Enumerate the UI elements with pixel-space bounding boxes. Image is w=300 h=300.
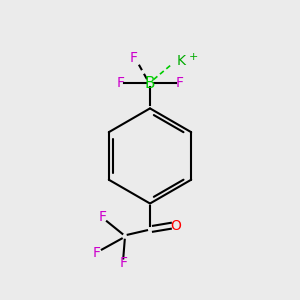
Text: B: B [145, 76, 155, 91]
Text: F: F [119, 256, 127, 270]
Text: F: F [98, 210, 106, 224]
Text: K: K [177, 54, 186, 68]
Text: F: F [92, 245, 101, 260]
Text: +: + [188, 52, 198, 62]
Text: F: F [130, 51, 138, 65]
Text: F: F [116, 76, 124, 90]
Text: O: O [170, 219, 181, 233]
Text: F: F [176, 76, 184, 90]
